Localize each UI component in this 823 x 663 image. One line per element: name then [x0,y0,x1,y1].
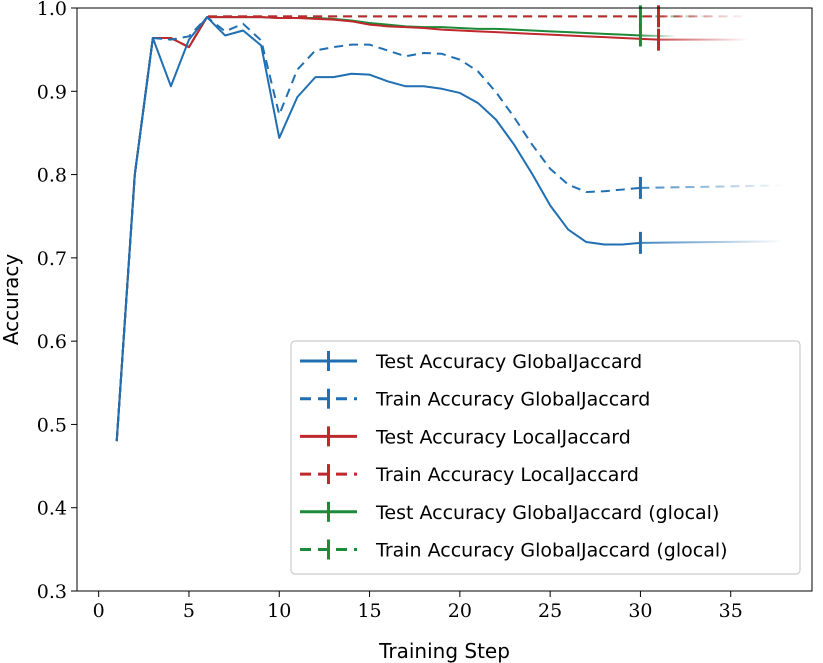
x-tick-label: 30 [628,600,652,622]
y-axis-label: Accuracy [0,254,23,345]
legend-label: Test Accuracy GlobalJaccard (glocal) [375,502,719,524]
series-line [115,16,641,442]
series-fade-tail [640,184,785,189]
x-tick-label: 35 [719,600,743,622]
y-tick-label: 0.9 [37,81,67,103]
legend-label: Test Accuracy GlobalJaccard [375,351,642,373]
series-line [115,16,641,442]
legend-frame [290,340,801,575]
x-tick-label: 20 [448,600,472,622]
x-axis-label: Training Step [378,639,510,663]
plot-frame [76,7,813,592]
legend-label: Train Accuracy LocalJaccard [375,464,639,486]
legend: Test Accuracy GlobalJaccard Train Accurac… [290,340,801,575]
legend-label: Train Accuracy GlobalJaccard [375,389,650,411]
series-fade-tail [640,240,785,244]
y-tick-label: 0.8 [37,165,67,187]
y-tick-label: 1.0 [37,0,67,20]
y-tick-label: 0.5 [37,414,67,436]
y-tick-label: 0.3 [37,581,67,603]
x-tick-label: 0 [93,600,105,622]
y-tick-label: 0.6 [37,331,67,353]
legend-label: Train Accuracy GlobalJaccard (glocal) [375,540,728,562]
series-lines [115,15,785,442]
series-line [115,15,659,442]
axis-ticks: 0 5 10 15 20 25 30 35 0.3 0.4 0.5 0.6 0.7 0.8 0.9 1.0 [37,0,743,622]
x-tick-label: 10 [267,600,291,622]
x-tick-label: 5 [183,600,195,622]
y-tick-label: 0.4 [37,498,67,520]
y-tick-label: 0.7 [37,248,67,270]
series-markers [638,5,660,254]
legend-label: Test Accuracy LocalJaccard [375,426,631,448]
x-tick-label: 15 [357,600,381,622]
x-tick-label: 25 [538,600,562,622]
